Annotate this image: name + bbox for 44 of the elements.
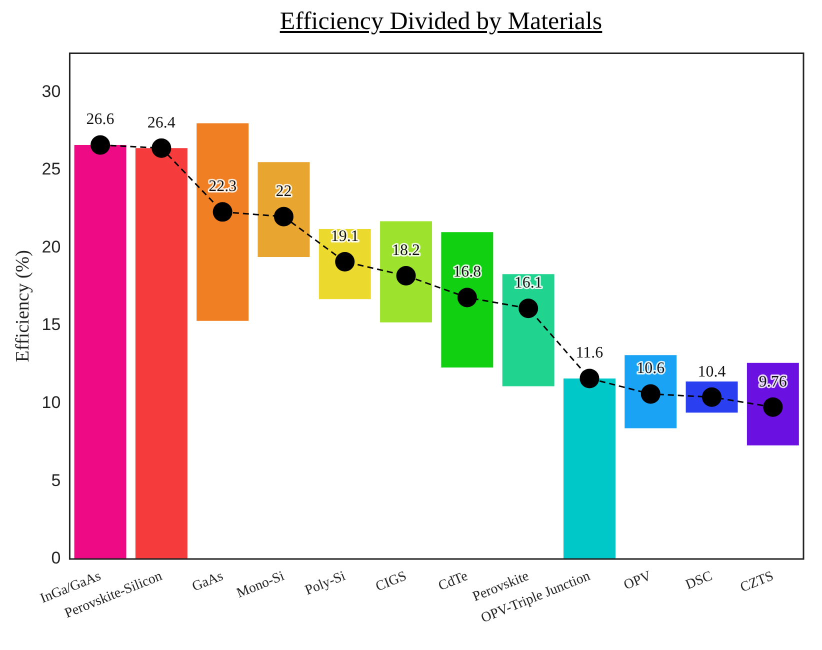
x-tick-label: CZTS [738,568,776,596]
y-tick-label: 0 [51,548,61,568]
point [152,138,172,158]
y-tick-label: 10 [42,393,61,412]
bar [563,378,616,559]
x-tick-label: CdTe [436,568,470,594]
data-label: 26.6 [86,111,114,128]
x-tick-label: GaAs [190,568,226,595]
bar [196,123,249,321]
bar [502,274,554,386]
y-axis-title: Efficiency (%) [12,250,34,362]
data-label: 16.8 [453,264,482,281]
point [212,202,232,222]
data-label: 22 [276,182,292,200]
data-label: 22.3 [208,178,237,196]
x-tick-label: OPV [622,568,654,594]
point [396,266,416,286]
bar [380,221,432,322]
y-tick-label: 5 [51,470,61,490]
y-tick-label: 20 [42,237,61,256]
data-label: 26.4 [147,114,176,132]
y-tick-label: 15 [42,315,61,334]
bar [135,148,188,559]
data-label: 11.6 [576,344,604,362]
point [518,298,538,318]
x-tick-label: CIGS [374,568,409,595]
point [90,135,110,155]
data-label: 9.76 [758,373,787,390]
bar [258,162,310,258]
data-label: 10.6 [636,360,665,378]
point [580,368,600,388]
point [763,397,783,417]
y-tick-label: 30 [42,82,61,101]
data-label: 18.2 [392,242,420,259]
data-label: 10.4 [698,363,726,380]
bar [74,145,126,559]
point [274,206,294,226]
chart-title: Efficiency Divided by Materials [278,8,604,36]
data-label: 16.1 [514,274,542,292]
x-tick-label: DSC [684,568,715,594]
y-tick-label: 25 [42,160,61,179]
bar [441,232,494,368]
data-label: 19.1 [330,228,359,245]
point [457,288,477,308]
